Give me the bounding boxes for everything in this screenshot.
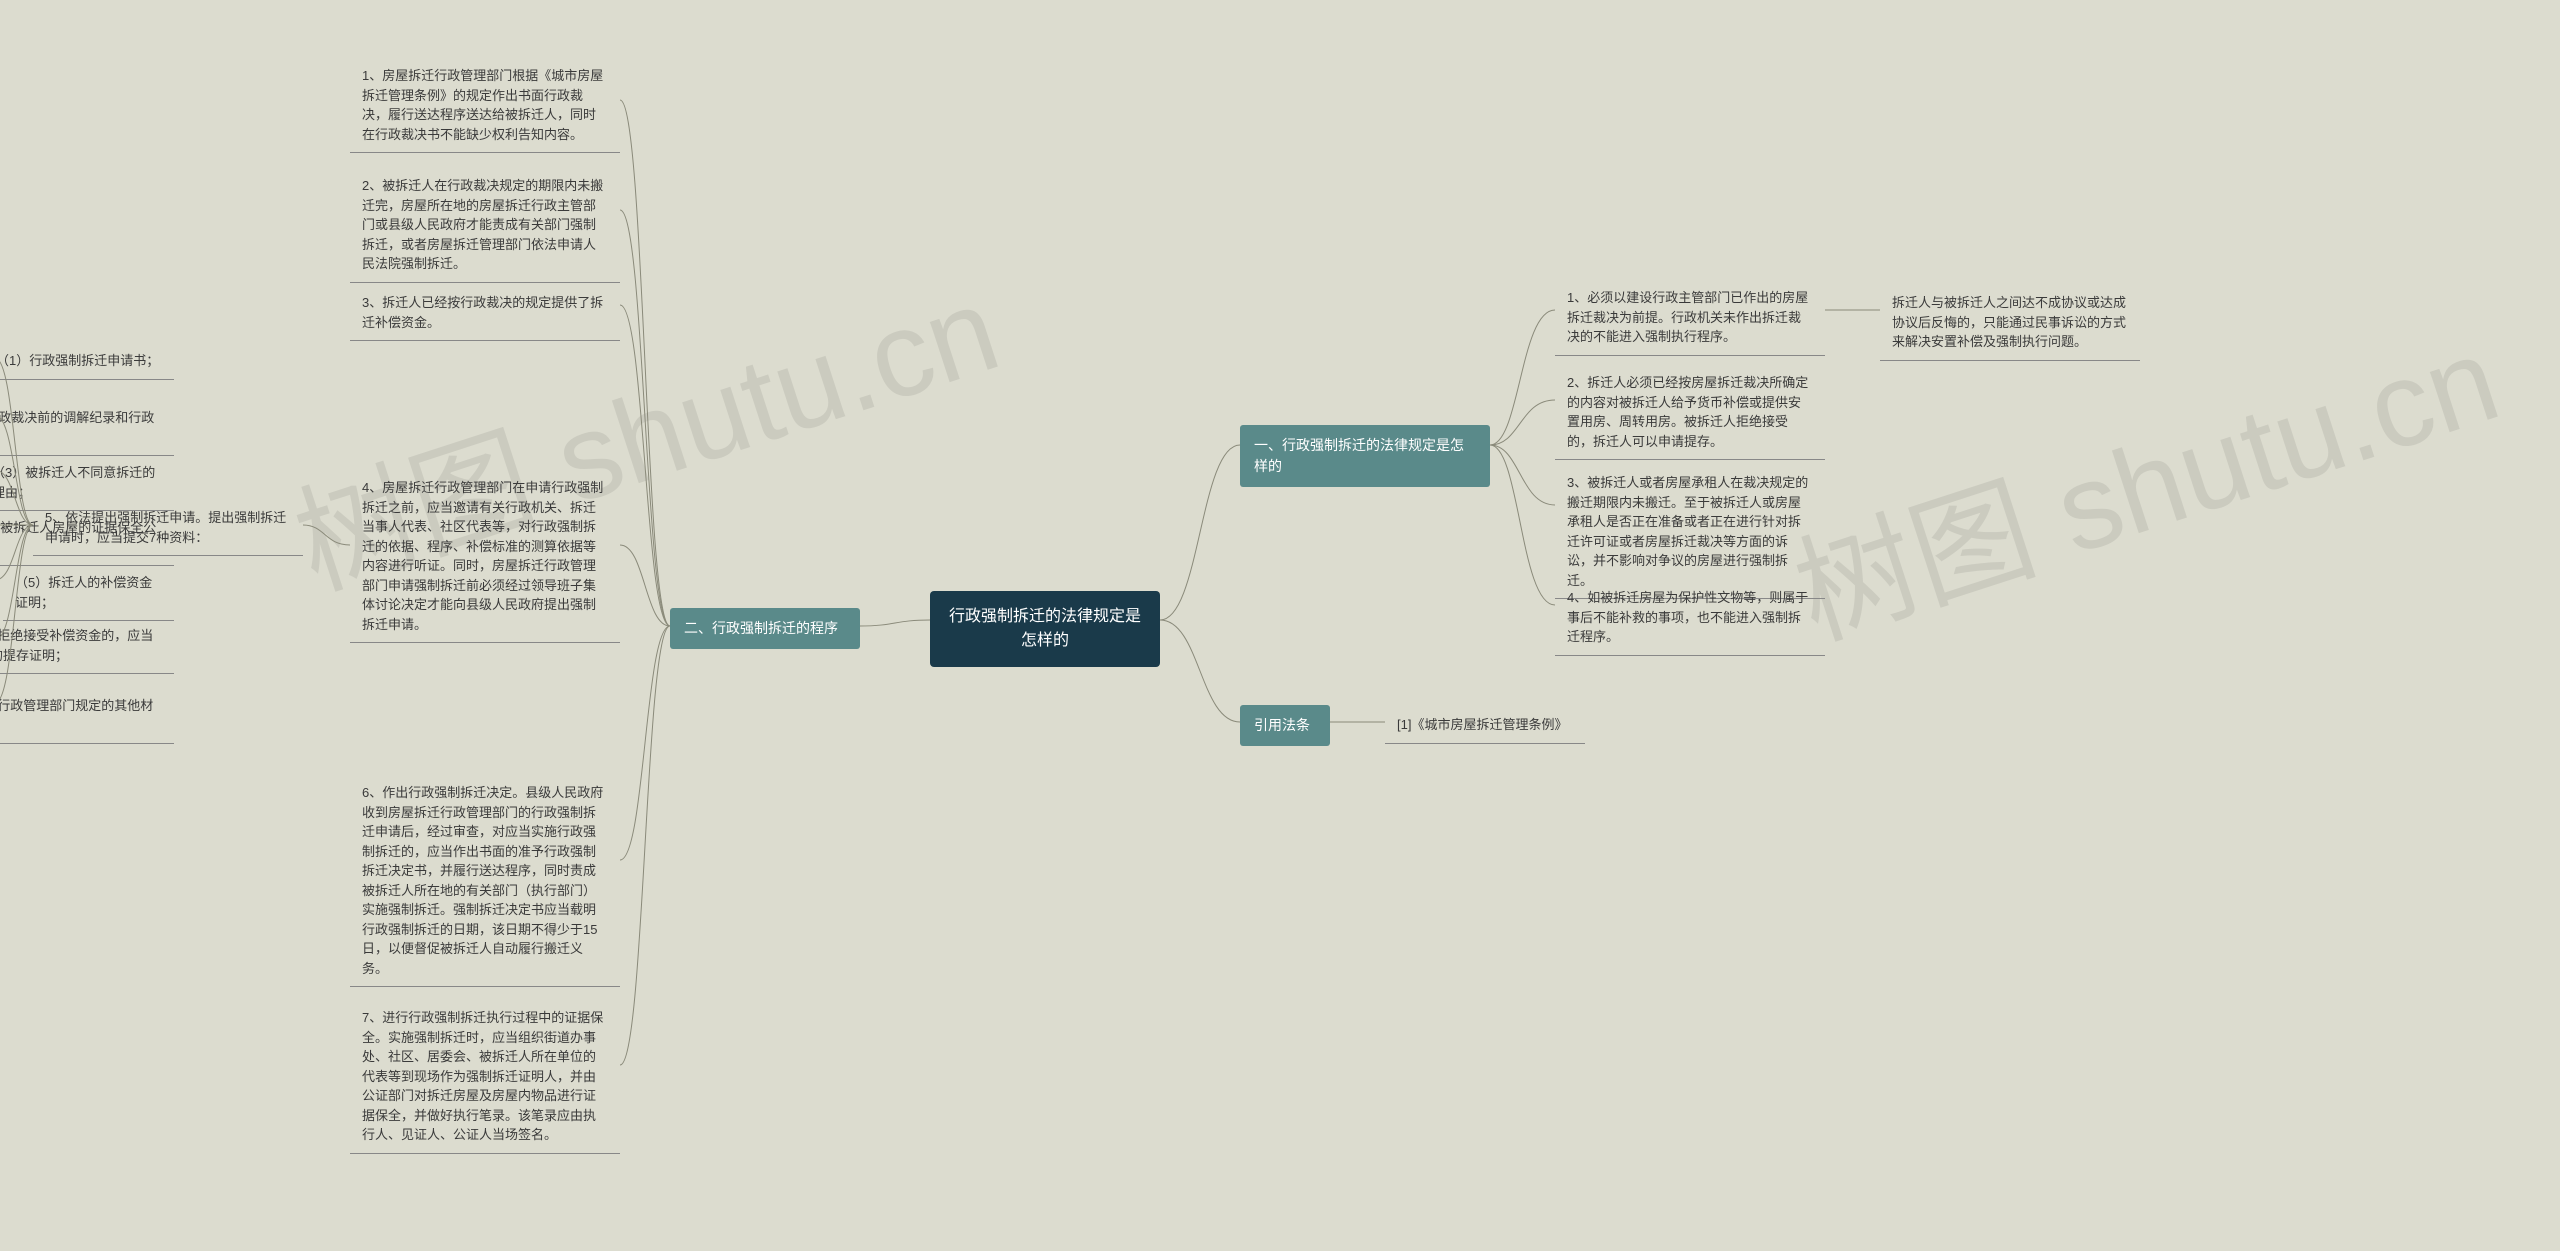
- branch-label: 引用法条: [1254, 717, 1310, 733]
- leaf-text: （2）行政裁决前的调解纪录和行政裁决书；: [0, 410, 154, 445]
- leaf-r1-4: 4、如被拆迁房屋为保护性文物等，则属于事后不能补救的事项，也不能进入强制拆迁程序…: [1555, 580, 1825, 656]
- leaf-r1-3: 3、被拆迁人或者房屋承租人在裁决规定的搬迁期限内未搬迁。至于被拆迁人或房屋承租人…: [1555, 465, 1825, 599]
- leaf-text: （1）行政强制拆迁申请书；: [0, 353, 159, 368]
- root-node: 行政强制拆迁的法律规定是怎样的: [930, 591, 1160, 667]
- leaf-text: 7、进行行政强制拆迁执行过程中的证据保全。实施强制拆迁时，应当组织街道办事处、社…: [362, 1010, 603, 1142]
- leaf-text: 4、房屋拆迁行政管理部门在申请行政强制拆迁之前，应当邀请有关行政机关、拆迁当事人…: [362, 480, 603, 632]
- leaf-text: 拆迁人与被拆迁人之间达不成协议或达成协议后反悔的，只能通过民事诉讼的方式来解决安…: [1892, 295, 2126, 349]
- leaf-l-5-7: （7）房屋拆迁行政管理部门规定的其他材料。: [0, 688, 174, 744]
- leaf-l-5-6: （6）被拆迁人拒绝接受补偿资金的，应当提交补偿资金的提存证明；: [0, 618, 174, 674]
- branch-section-2: 二、行政强制拆迁的程序: [670, 608, 860, 649]
- leaf-l-6: 6、作出行政强制拆迁决定。县级人民政府收到房屋拆迁行政管理部门的行政强制拆迁申请…: [350, 775, 620, 987]
- leaf-l-4: 4、房屋拆迁行政管理部门在申请行政强制拆迁之前，应当邀请有关行政机关、拆迁当事人…: [350, 470, 620, 643]
- leaf-l-1: 1、房屋拆迁行政管理部门根据《城市房屋拆迁管理条例》的规定作出书面行政裁决，履行…: [350, 58, 620, 153]
- leaf-l-5-4: （4）被拆迁人房屋的证据保全公证书；: [0, 510, 174, 566]
- leaf-l-5-3: （3）被拆迁人不同意拆迁的理由；: [0, 455, 174, 511]
- leaf-text: 1、必须以建设行政主管部门已作出的房屋拆迁裁决为前提。行政机关未作出拆迁裁决的不…: [1567, 290, 1808, 344]
- branch-section-1: 一、行政强制拆迁的法律规定是怎样的: [1240, 425, 1490, 487]
- leaf-l-5-1: （1）行政强制拆迁申请书；: [0, 343, 174, 380]
- leaf-citation-1: [1]《城市房屋拆迁管理条例》: [1385, 707, 1585, 744]
- leaf-text: （3）被拆迁人不同意拆迁的理由；: [0, 465, 155, 500]
- leaf-r1-2: 2、拆迁人必须已经按房屋拆迁裁决所确定的内容对被拆迁人给予货币补偿或提供安置用房…: [1555, 365, 1825, 460]
- leaf-text: 2、被拆迁人在行政裁决规定的期限内未搬迁完，房屋所在地的房屋拆迁行政主管部门或县…: [362, 178, 603, 271]
- leaf-r1-1: 1、必须以建设行政主管部门已作出的房屋拆迁裁决为前提。行政机关未作出拆迁裁决的不…: [1555, 280, 1825, 356]
- leaf-text: [1]《城市房屋拆迁管理条例》: [1397, 717, 1567, 732]
- leaf-l-7: 7、进行行政强制拆迁执行过程中的证据保全。实施强制拆迁时，应当组织街道办事处、社…: [350, 1000, 620, 1154]
- root-label: 行政强制拆迁的法律规定是怎样的: [949, 608, 1141, 649]
- leaf-text: （7）房屋拆迁行政管理部门规定的其他材料。: [0, 698, 153, 733]
- leaf-text: （4）被拆迁人房屋的证据保全公证书；: [0, 520, 156, 555]
- leaf-l-3: 3、拆迁人已经按行政裁决的规定提供了拆迁补偿资金。: [350, 285, 620, 341]
- leaf-l-5-2: （2）行政裁决前的调解纪录和行政裁决书；: [0, 400, 174, 456]
- leaf-text: 6、作出行政强制拆迁决定。县级人民政府收到房屋拆迁行政管理部门的行政强制拆迁申请…: [362, 785, 603, 976]
- leaf-r1-1-sub: 拆迁人与被拆迁人之间达不成协议或达成协议后反悔的，只能通过民事诉讼的方式来解决安…: [1880, 285, 2140, 361]
- branch-citation: 引用法条: [1240, 705, 1330, 746]
- leaf-text: 3、被拆迁人或者房屋承租人在裁决规定的搬迁期限内未搬迁。至于被拆迁人或房屋承租人…: [1567, 475, 1808, 588]
- leaf-text: 2、拆迁人必须已经按房屋拆迁裁决所确定的内容对被拆迁人给予货币补偿或提供安置用房…: [1567, 375, 1808, 449]
- leaf-text: 3、拆迁人已经按行政裁决的规定提供了拆迁补偿资金。: [362, 295, 603, 330]
- leaf-text: （5）拆迁人的补偿资金证明；: [15, 575, 152, 610]
- leaf-text: 4、如被拆迁房屋为保护性文物等，则属于事后不能补救的事项，也不能进入强制拆迁程序…: [1567, 590, 1808, 644]
- branch-label: 二、行政强制拆迁的程序: [684, 620, 838, 636]
- leaf-text: 1、房屋拆迁行政管理部门根据《城市房屋拆迁管理条例》的规定作出书面行政裁决，履行…: [362, 68, 603, 142]
- leaf-l-2: 2、被拆迁人在行政裁决规定的期限内未搬迁完，房屋所在地的房屋拆迁行政主管部门或县…: [350, 168, 620, 283]
- branch-label: 一、行政强制拆迁的法律规定是怎样的: [1254, 437, 1464, 474]
- leaf-l-5-5: （5）拆迁人的补偿资金证明；: [3, 565, 174, 621]
- leaf-text: （6）被拆迁人拒绝接受补偿资金的，应当提交补偿资金的提存证明；: [0, 628, 153, 663]
